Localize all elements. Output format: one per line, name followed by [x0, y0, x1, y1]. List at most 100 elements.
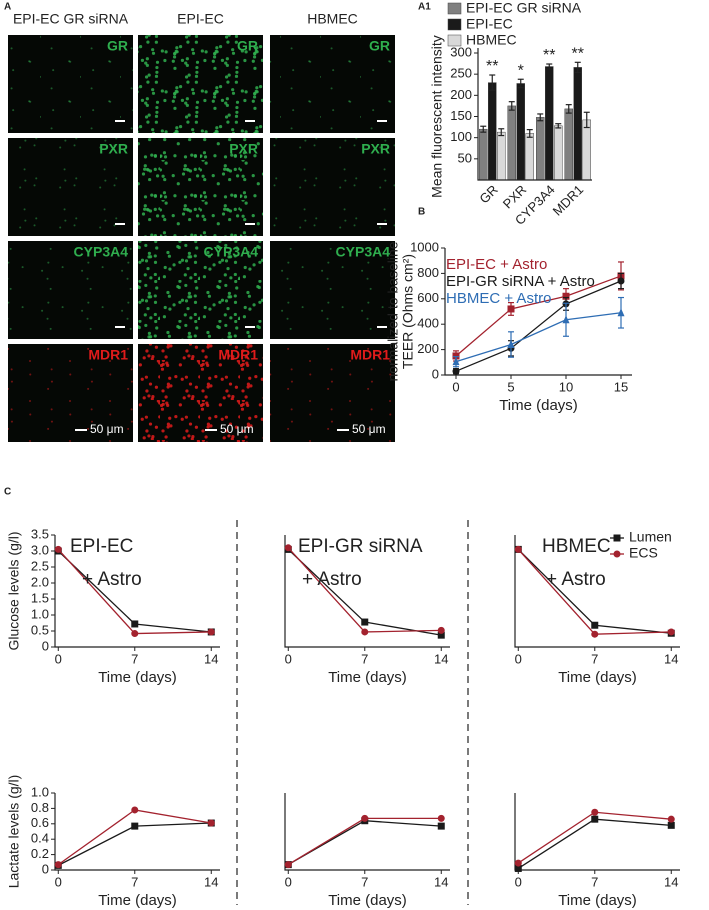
y-tick-label: 1.0 [31, 784, 49, 799]
marker [54, 545, 62, 553]
y-tick-label: 2.0 [31, 574, 49, 589]
marker [437, 626, 445, 634]
marker [131, 620, 139, 628]
marker [437, 814, 445, 822]
y-tick-label: 250 [450, 66, 472, 81]
axis [444, 248, 632, 376]
marker [514, 859, 522, 867]
micrograph [270, 241, 395, 339]
x-axis-label: Time (days) [499, 397, 578, 414]
x-tick-label: 14 [204, 651, 218, 666]
axis [54, 793, 220, 871]
marker [667, 821, 675, 829]
y-tick-label: 200 [417, 341, 439, 356]
x-tick-label: 14 [664, 651, 678, 666]
marker [284, 544, 292, 552]
series-line [287, 817, 442, 866]
y-axis-label: normalized to baseline [385, 241, 401, 381]
marker [591, 630, 599, 638]
bar [554, 125, 563, 181]
marker [437, 631, 445, 639]
axis [477, 48, 592, 181]
x-axis-label: Time (days) [328, 669, 407, 686]
x-axis-label: Time (days) [328, 892, 407, 909]
marker [562, 315, 570, 324]
y-tick-label: 0.2 [31, 846, 49, 861]
x-tick-label: 5 [507, 379, 514, 394]
micrograph [270, 35, 395, 133]
series-line [517, 548, 672, 635]
bar [516, 83, 525, 181]
series-line [287, 820, 442, 866]
legend-label: EPI-EC [466, 16, 513, 32]
y-tick-label: 300 [450, 44, 472, 59]
annotation: ** [486, 58, 498, 75]
marker [617, 308, 625, 317]
marker [284, 861, 292, 869]
y-axis-label: TEER (Ohms cm²) [400, 254, 416, 369]
bar [525, 133, 534, 181]
y-tick-label: 800 [417, 265, 439, 280]
y-tick-label: 1000 [410, 239, 439, 254]
marker [514, 545, 522, 553]
y-tick-label: 0.5 [31, 622, 49, 637]
series-line [57, 550, 212, 633]
bar [497, 131, 506, 181]
marker [361, 628, 369, 636]
bar [545, 66, 554, 181]
legend-swatch [447, 18, 462, 31]
y-tick-label: 0.6 [31, 815, 49, 830]
x-tick-label: 15 [614, 379, 628, 394]
axis [54, 535, 220, 648]
marker [613, 550, 621, 558]
y-tick-label: 400 [417, 316, 439, 331]
marker [591, 808, 599, 816]
panel-label: B [418, 207, 425, 218]
legend-swatch [447, 2, 462, 15]
marker [613, 534, 621, 542]
axis [284, 793, 450, 871]
x-tick-label: 7 [591, 651, 598, 666]
chart-title: EPI-GR siRNA [298, 536, 423, 557]
marker [452, 367, 460, 375]
x-tick-label: GR [476, 182, 500, 206]
bar [573, 67, 582, 181]
bar [582, 119, 591, 181]
micrograph [8, 35, 133, 133]
series-line [455, 275, 622, 357]
stain-label: CYP3A4 [204, 244, 259, 260]
stain-label: PXR [99, 141, 128, 157]
stain-label: MDR1 [350, 347, 390, 363]
stain-label: GR [369, 38, 390, 54]
legend-label: HBMEC + Astro [446, 290, 551, 307]
legend-label: HBMEC [466, 32, 517, 48]
stain-label: CYP3A4 [74, 244, 129, 260]
marker [131, 822, 139, 830]
stain-label: CYP3A4 [336, 244, 391, 260]
y-tick-label: 600 [417, 290, 439, 305]
stain-label: PXR [229, 141, 258, 157]
stain-label: PXR [361, 141, 390, 157]
marker [361, 814, 369, 822]
bar [536, 117, 545, 181]
marker [437, 822, 445, 830]
y-axis-label: Lactate levels (g/l) [6, 775, 22, 889]
x-tick-label: 14 [434, 651, 448, 666]
y-tick-label: 50 [458, 150, 472, 165]
x-tick-label: 10 [559, 379, 573, 394]
x-tick-label: 0 [55, 651, 62, 666]
marker [131, 630, 139, 638]
y-tick-label: 100 [450, 129, 472, 144]
x-tick-label: 7 [591, 874, 598, 889]
marker [562, 292, 570, 300]
micrograph [138, 35, 263, 133]
annotation: ** [572, 46, 584, 63]
x-axis-label: Time (days) [98, 669, 177, 686]
legend-label: EPI-EC + Astro [446, 256, 547, 273]
scale-bar-label: 50 μm [352, 422, 386, 436]
x-axis-label: Time (days) [558, 669, 637, 686]
x-tick-label: 0 [285, 651, 292, 666]
y-tick-label: 1.5 [31, 590, 49, 605]
series-line [455, 312, 622, 363]
x-tick-label: 0 [515, 651, 522, 666]
